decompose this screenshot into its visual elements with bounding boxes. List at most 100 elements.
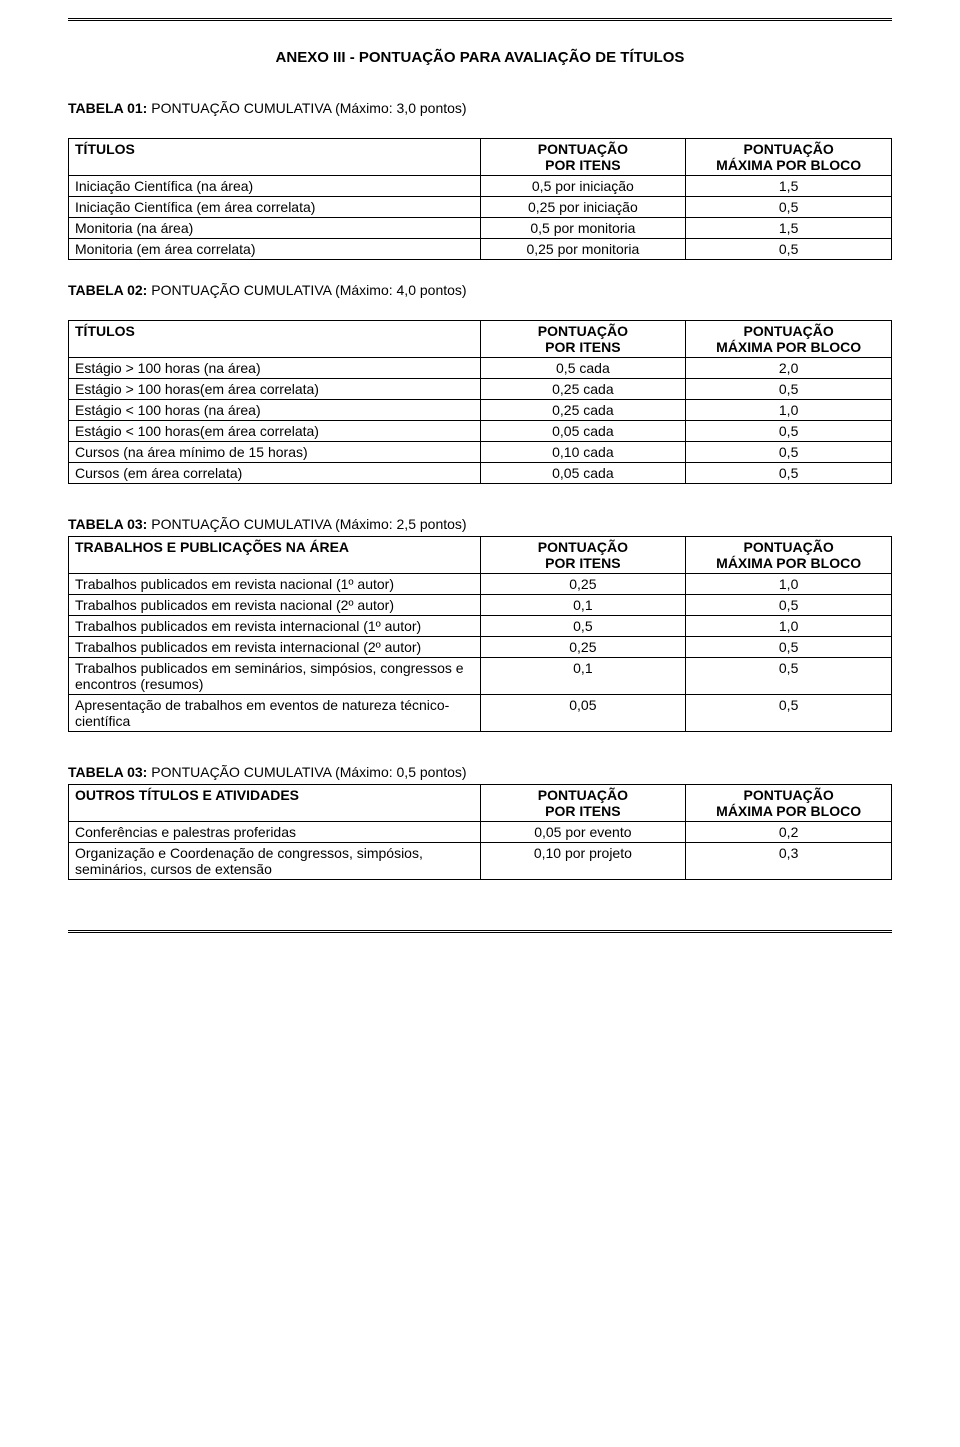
table-row: Cursos (em área correlata)0,05 cada0,5 bbox=[69, 463, 892, 484]
cell: 0,25 por iniciação bbox=[480, 197, 686, 218]
label: PONTUAÇÃO bbox=[744, 323, 834, 339]
table-row: OUTROS TÍTULOS E ATIVIDADES PONTUAÇÃO PO… bbox=[69, 785, 892, 822]
table-row: Monitoria (em área correlata)0,25 por mo… bbox=[69, 239, 892, 260]
label: PONTUAÇÃO bbox=[538, 787, 628, 803]
table-row: Estágio > 100 horas (na área)0,5 cada2,0 bbox=[69, 358, 892, 379]
table-header-pontuacao-bloco: PONTUAÇÃO MÁXIMA POR BLOCO bbox=[686, 139, 892, 176]
cell: 0,05 cada bbox=[480, 421, 686, 442]
cell: Monitoria (em área correlata) bbox=[69, 239, 481, 260]
cell: 0,05 cada bbox=[480, 463, 686, 484]
cell: 0,5 bbox=[686, 595, 892, 616]
label: PONTUAÇÃO bbox=[744, 787, 834, 803]
table-row: Organização e Coordenação de congressos,… bbox=[69, 843, 892, 880]
table-04-title: TABELA 03: PONTUAÇÃO CUMULATIVA (Máximo:… bbox=[68, 764, 892, 780]
table-01-title-bold: TABELA 01: bbox=[68, 100, 147, 116]
gap bbox=[68, 260, 892, 282]
cell: 0,25 cada bbox=[480, 379, 686, 400]
cell: 0,5 bbox=[686, 463, 892, 484]
label: PONTUAÇÃO bbox=[744, 141, 834, 157]
cell: 0,5 por iniciação bbox=[480, 176, 686, 197]
cell: Trabalhos publicados em revista internac… bbox=[69, 616, 481, 637]
label: PONTUAÇÃO bbox=[538, 141, 628, 157]
cell: 1,5 bbox=[686, 176, 892, 197]
table-row: Estágio < 100 horas(em área correlata)0,… bbox=[69, 421, 892, 442]
table-row: Trabalhos publicados em revista internac… bbox=[69, 637, 892, 658]
cell: 0,25 cada bbox=[480, 400, 686, 421]
table-row: Estágio < 100 horas (na área)0,25 cada1,… bbox=[69, 400, 892, 421]
table-02: TÍTULOS PONTUAÇÃO POR ITENS PONTUAÇÃO MÁ… bbox=[68, 320, 892, 484]
cell: Estágio < 100 horas(em área correlata) bbox=[69, 421, 481, 442]
cell: 0,5 bbox=[686, 637, 892, 658]
label: POR ITENS bbox=[545, 803, 620, 819]
cell: 0,5 bbox=[686, 658, 892, 695]
label: PONTUAÇÃO bbox=[538, 539, 628, 555]
page-title: ANEXO III - PONTUAÇÃO PARA AVALIAÇÃO DE … bbox=[68, 49, 892, 66]
table-row: Conferências e palestras proferidas0,05 … bbox=[69, 822, 892, 843]
cell: 0,1 bbox=[480, 658, 686, 695]
table-row: Trabalhos publicados em revista nacional… bbox=[69, 574, 892, 595]
label: PONTUAÇÃO bbox=[744, 539, 834, 555]
cell: Apresentação de trabalhos em eventos de … bbox=[69, 695, 481, 732]
table-row: Monitoria (na área)0,5 por monitoria1,5 bbox=[69, 218, 892, 239]
cell: 0,25 bbox=[480, 574, 686, 595]
table-row: TÍTULOS PONTUAÇÃO POR ITENS PONTUAÇÃO MÁ… bbox=[69, 321, 892, 358]
table-04-title-rest: PONTUAÇÃO CUMULATIVA (Máximo: 0,5 pontos… bbox=[147, 764, 466, 780]
gap bbox=[68, 484, 892, 506]
label: PONTUAÇÃO bbox=[538, 323, 628, 339]
table-01-title: TABELA 01: PONTUAÇÃO CUMULATIVA (Máximo:… bbox=[68, 100, 892, 116]
label: MÁXIMA POR BLOCO bbox=[716, 555, 861, 571]
cell: Estágio > 100 horas (na área) bbox=[69, 358, 481, 379]
cell: Cursos (em área correlata) bbox=[69, 463, 481, 484]
table-03-title-rest: PONTUAÇÃO CUMULATIVA (Máximo: 2,5 pontos… bbox=[147, 516, 466, 532]
table-header-pontuacao-itens: PONTUAÇÃO POR ITENS bbox=[480, 537, 686, 574]
table-header-pontuacao-bloco: PONTUAÇÃO MÁXIMA POR BLOCO bbox=[686, 785, 892, 822]
cell: 1,0 bbox=[686, 400, 892, 421]
cell: 0,5 bbox=[686, 197, 892, 218]
cell: 0,5 bbox=[686, 239, 892, 260]
cell: 0,10 por projeto bbox=[480, 843, 686, 880]
cell: Trabalhos publicados em revista internac… bbox=[69, 637, 481, 658]
table-03-title: TABELA 03: PONTUAÇÃO CUMULATIVA (Máximo:… bbox=[68, 516, 892, 532]
label: MÁXIMA POR BLOCO bbox=[716, 157, 861, 173]
cell: 0,10 cada bbox=[480, 442, 686, 463]
table-04-title-bold: TABELA 03: bbox=[68, 764, 147, 780]
cell: 0,05 bbox=[480, 695, 686, 732]
cell: Conferências e palestras proferidas bbox=[69, 822, 481, 843]
cell: Trabalhos publicados em revista nacional… bbox=[69, 574, 481, 595]
table-01-title-rest: PONTUAÇÃO CUMULATIVA (Máximo: 3,0 pontos… bbox=[147, 100, 466, 116]
cell: 0,2 bbox=[686, 822, 892, 843]
label: MÁXIMA POR BLOCO bbox=[716, 339, 861, 355]
cell: Estágio > 100 horas(em área correlata) bbox=[69, 379, 481, 400]
table-header-pontuacao-bloco: PONTUAÇÃO MÁXIMA POR BLOCO bbox=[686, 321, 892, 358]
table-header-pontuacao-itens: PONTUAÇÃO POR ITENS bbox=[480, 139, 686, 176]
table-02-title: TABELA 02: PONTUAÇÃO CUMULATIVA (Máximo:… bbox=[68, 282, 892, 298]
table-row: Iniciação Científica (na área)0,5 por in… bbox=[69, 176, 892, 197]
cell: 0,25 bbox=[480, 637, 686, 658]
table-row: Trabalhos publicados em revista internac… bbox=[69, 616, 892, 637]
table-header-pontuacao-itens: PONTUAÇÃO POR ITENS bbox=[480, 321, 686, 358]
cell: Iniciação Científica (na área) bbox=[69, 176, 481, 197]
table-row: TÍTULOS PONTUAÇÃO POR ITENS PONTUAÇÃO MÁ… bbox=[69, 139, 892, 176]
cell: 2,0 bbox=[686, 358, 892, 379]
table-03: TRABALHOS E PUBLICAÇÕES NA ÁREA PONTUAÇÃ… bbox=[68, 536, 892, 732]
table-header-pontuacao-bloco: PONTUAÇÃO MÁXIMA POR BLOCO bbox=[686, 537, 892, 574]
table-header-outros: OUTROS TÍTULOS E ATIVIDADES bbox=[69, 785, 481, 822]
table-row: TRABALHOS E PUBLICAÇÕES NA ÁREA PONTUAÇÃ… bbox=[69, 537, 892, 574]
cell: 1,5 bbox=[686, 218, 892, 239]
table-row: Cursos (na área mínimo de 15 horas)0,10 … bbox=[69, 442, 892, 463]
table-row: Trabalhos publicados em revista nacional… bbox=[69, 595, 892, 616]
cell: Cursos (na área mínimo de 15 horas) bbox=[69, 442, 481, 463]
cell: Monitoria (na área) bbox=[69, 218, 481, 239]
cell: 0,5 bbox=[480, 616, 686, 637]
label: POR ITENS bbox=[545, 157, 620, 173]
gap bbox=[68, 732, 892, 754]
cell: Iniciação Científica (em área correlata) bbox=[69, 197, 481, 218]
label: POR ITENS bbox=[545, 339, 620, 355]
cell: Trabalhos publicados em revista nacional… bbox=[69, 595, 481, 616]
cell: 0,5 bbox=[686, 695, 892, 732]
cell: 0,5 bbox=[686, 379, 892, 400]
gap bbox=[68, 506, 892, 516]
label: MÁXIMA POR BLOCO bbox=[716, 803, 861, 819]
cell: Organização e Coordenação de congressos,… bbox=[69, 843, 481, 880]
table-row: Iniciação Científica (em área correlata)… bbox=[69, 197, 892, 218]
